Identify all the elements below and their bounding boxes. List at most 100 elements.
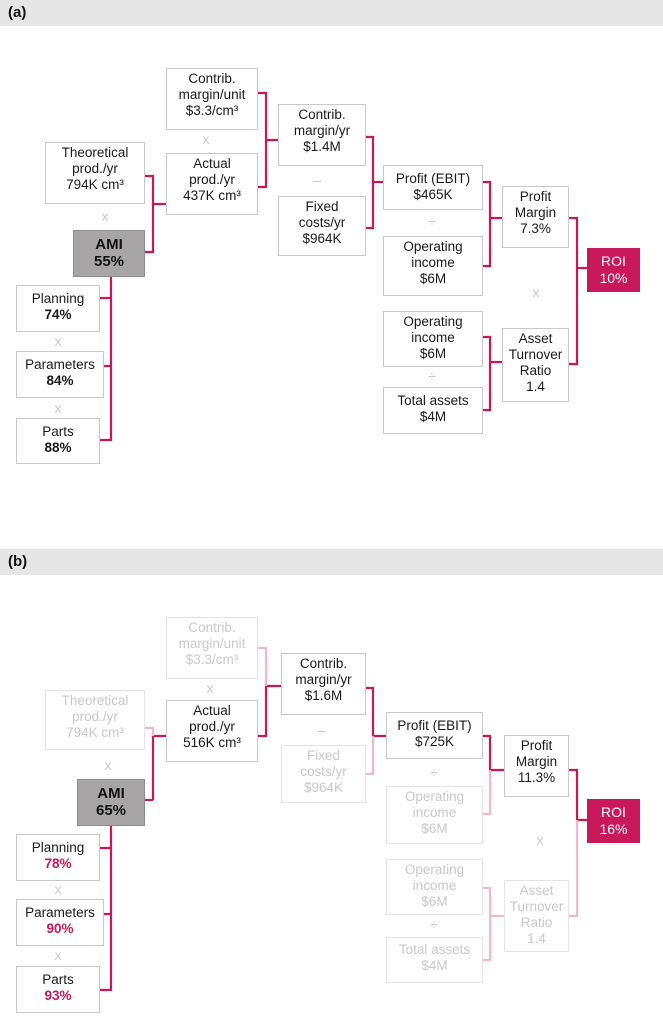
fixed-costs-line2: costs/yr	[298, 215, 346, 230]
panel-a-header: (a)	[0, 0, 663, 26]
total-assets-label: Total assets	[398, 942, 471, 957]
fixed-costs-line1: Fixed	[306, 748, 340, 763]
operating-income-line1: Operating	[403, 314, 463, 329]
theoretical-prod-line1: Theoretical	[61, 145, 129, 160]
profit-margin-node: Profit Margin 11.3%	[504, 735, 569, 797]
profit-ebit-label: Profit (EBIT)	[395, 171, 471, 186]
roi-value: 10%	[599, 270, 628, 286]
times-operator: x	[532, 284, 540, 300]
contrib-margin-unit-line1: Contrib.	[188, 620, 236, 635]
contrib-margin-unit-line1: Contrib.	[188, 71, 236, 86]
operating-income-value: $6M	[419, 346, 447, 361]
divide-operator: ÷	[430, 764, 438, 780]
fixed-costs-line2: costs/yr	[300, 764, 347, 779]
profit-margin-line2: Margin	[514, 205, 557, 220]
roi-node: ROI 16%	[587, 799, 640, 843]
profit-ebit-label: Profit (EBIT)	[397, 718, 472, 733]
asset-turnover-line3: Ratio	[520, 915, 553, 930]
asset-turnover-value: 1.4	[526, 379, 545, 394]
operating-income-line1: Operating	[404, 862, 465, 877]
asset-turnover-line3: Ratio	[519, 363, 552, 378]
theoretical-prod-value: 794K cm³	[66, 725, 124, 740]
contrib-margin-yr-line2: margin/yr	[295, 672, 352, 687]
parameters-value: 84%	[46, 373, 74, 388]
roi-label: ROI	[601, 804, 626, 820]
parts-label: Parts	[42, 972, 74, 987]
contrib-margin-yr-node: Contrib. margin/yr $1.4M	[278, 104, 366, 166]
actual-prod-value: 516K cm³	[183, 735, 241, 750]
actual-prod-value: 437K cm³	[183, 188, 241, 203]
times-operator: x	[536, 832, 544, 848]
actual-prod-node: Actual prod./yr 437K cm³	[166, 153, 258, 215]
ami-label: AMI	[97, 785, 125, 802]
theoretical-prod-node: Theoretical prod./yr 794K cm³	[45, 142, 145, 204]
fixed-costs-node: Fixed costs/yr $964K	[281, 745, 366, 803]
operating-income-line2: income	[412, 805, 457, 820]
contrib-margin-unit-line2: margin/unit	[178, 636, 246, 651]
ami-value: 55%	[93, 253, 125, 270]
asset-turnover-node: Asset Turnover Ratio 1.4	[502, 328, 569, 402]
profit-ebit-node: Profit (EBIT) $465K	[383, 165, 483, 210]
contrib-margin-unit-node: Contrib. margin/unit $3.3/cm³	[166, 617, 258, 679]
ami-value: 65%	[95, 802, 127, 819]
total-assets-label: Total assets	[397, 393, 469, 408]
operating-income-value: $6M	[419, 271, 447, 286]
total-assets-node: Total assets $4M	[383, 387, 483, 434]
planning-value: 74%	[44, 307, 72, 322]
parts-label: Parts	[42, 424, 74, 439]
operating-income-value: $6M	[421, 894, 448, 909]
operating-income-value: $6M	[421, 821, 448, 836]
times-operator: x	[54, 333, 62, 349]
times-operator: x	[54, 881, 62, 897]
asset-turnover-node: Asset Turnover Ratio 1.4	[504, 880, 569, 952]
parts-value: 93%	[44, 988, 72, 1003]
total-assets-value: $4M	[421, 958, 448, 973]
theoretical-prod-line2: prod./yr	[72, 709, 118, 724]
roi-label: ROI	[601, 253, 626, 269]
operating-income-line2: income	[412, 878, 457, 893]
theoretical-prod-node: Theoretical prod./yr 794K cm³	[45, 690, 145, 750]
parameters-label: Parameters	[25, 905, 95, 920]
actual-prod-line2: prod./yr	[189, 172, 235, 187]
profit-ebit-node: Profit (EBIT) $725K	[386, 712, 483, 759]
fixed-costs-value: $964K	[302, 231, 342, 246]
operating-income-line2: income	[411, 330, 455, 345]
contrib-margin-yr-value: $1.6M	[304, 688, 343, 703]
times-operator: x	[101, 208, 109, 224]
fixed-costs-node: Fixed costs/yr $964K	[278, 196, 366, 256]
theoretical-prod-line2: prod./yr	[72, 161, 118, 176]
contrib-margin-yr-line2: margin/yr	[293, 123, 351, 138]
actual-prod-line1: Actual	[193, 156, 231, 171]
operating-income-line1: Operating	[404, 789, 465, 804]
panel-b-label: (b)	[8, 553, 28, 570]
operating-income-node: Operating income $6M	[383, 311, 483, 367]
asset-turnover-line2: Turnover	[508, 347, 563, 362]
operating-income-node: Operating income $6M	[386, 859, 483, 915]
asset-turnover-line1: Asset	[518, 331, 553, 346]
times-operator: x	[104, 757, 112, 773]
parameters-label: Parameters	[25, 357, 95, 372]
contrib-margin-yr-node: Contrib. margin/yr $1.6M	[281, 653, 366, 715]
operating-income-line2: income	[411, 255, 455, 270]
actual-prod-line1: Actual	[193, 703, 231, 718]
panel-a-label: (a)	[8, 4, 27, 21]
profit-margin-line2: Margin	[515, 754, 558, 769]
profit-ebit-value: $725K	[414, 734, 455, 749]
theoretical-prod-value: 794K cm³	[66, 177, 124, 192]
operating-income-node: Operating income $6M	[386, 786, 483, 844]
divide-operator: ÷	[428, 368, 436, 384]
profit-margin-value: 11.3%	[517, 770, 556, 785]
total-assets-value: $4M	[419, 409, 447, 424]
asset-turnover-line2: Turnover	[509, 899, 564, 914]
minus-operator: –	[318, 722, 326, 738]
panel-b-header: (b)	[0, 549, 663, 575]
times-operator: x	[206, 680, 214, 696]
profit-margin-line1: Profit	[519, 189, 552, 204]
fixed-costs-line1: Fixed	[305, 199, 339, 214]
ami-node: AMI 55%	[73, 230, 145, 277]
times-operator: x	[54, 947, 62, 963]
contrib-margin-unit-value: $3.3/cm³	[185, 652, 239, 667]
profit-margin-value: 7.3%	[520, 221, 551, 236]
roi-node: ROI 10%	[587, 248, 640, 292]
planning-node: Planning 78%	[16, 834, 100, 881]
